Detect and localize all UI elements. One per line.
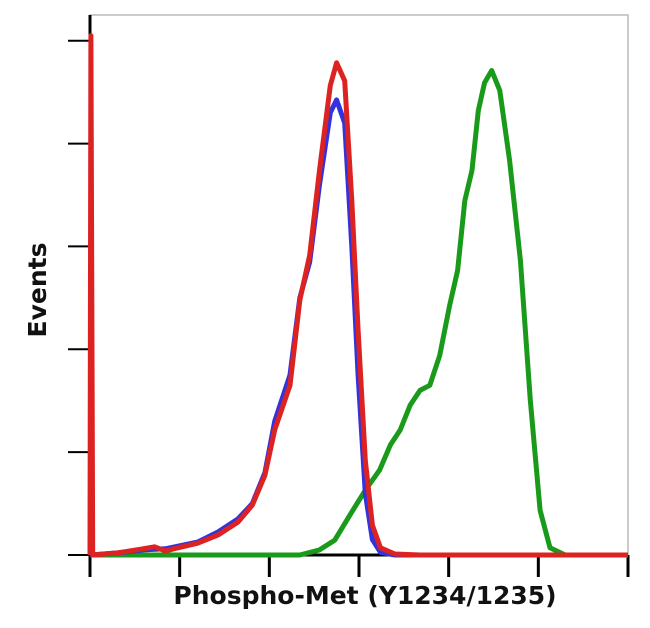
- histogram-line: [90, 68, 628, 558]
- histogram-line: [87, 33, 628, 558]
- x-axis-title: Phospho-Met (Y1234/1235): [173, 581, 556, 610]
- y-axis-title: Events: [23, 243, 52, 338]
- plot-frame: [89, 14, 629, 556]
